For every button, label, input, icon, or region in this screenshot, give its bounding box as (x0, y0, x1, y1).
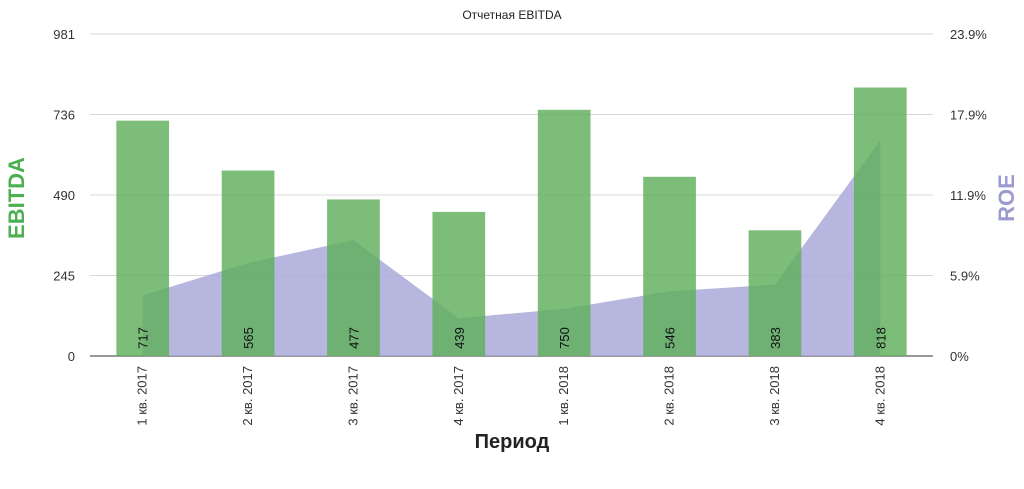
bar (748, 230, 802, 356)
y-tick-label: 0 (68, 349, 75, 364)
x-axis-title: Период (475, 431, 550, 453)
bar (537, 109, 591, 356)
x-tick-label: 3 кв. 2018 (767, 366, 782, 426)
y2-tick-label: 5.9% (950, 269, 980, 284)
data-label: 546 (663, 327, 678, 349)
x-tick-label: 4 кв. 2018 (872, 366, 887, 426)
x-tick-label: 2 кв. 2017 (240, 366, 255, 426)
x-tick-label: 1 кв. 2018 (556, 366, 571, 426)
data-label: 565 (241, 327, 256, 349)
right-axis-ticks: 0% 5.9% 11.9% 17.9% 23.9% (950, 27, 987, 364)
bar (327, 199, 380, 356)
data-label: 717 (136, 327, 151, 349)
y2-tick-label: 17.9% (950, 108, 987, 123)
data-label: 439 (452, 327, 467, 349)
y-axis-title: EBITDA (4, 157, 29, 239)
y-tick-label: 981 (53, 27, 75, 42)
data-label: 477 (346, 327, 361, 349)
bar (432, 211, 486, 356)
x-tick-label: 3 кв. 2017 (345, 366, 360, 426)
bar (853, 87, 907, 356)
data-labels: 717 565 477 439 750 546 383 818 (136, 327, 889, 349)
data-label: 818 (873, 327, 888, 349)
y-tick-label: 490 (53, 188, 75, 203)
x-axis-ticks: 1 кв. 2017 2 кв. 2017 3 кв. 2017 4 кв. 2017… (135, 366, 888, 426)
y2-axis-title: ROE (994, 174, 1019, 222)
y-tick-label: 245 (53, 269, 75, 284)
y-tick-label: 736 (53, 108, 75, 123)
data-label: 750 (557, 327, 572, 349)
x-tick-label: 4 кв. 2017 (451, 366, 466, 426)
left-axis-ticks: 0 245 490 736 981 (53, 27, 75, 364)
chart-title: Отчетная EBITDA (462, 8, 561, 22)
data-label: 383 (768, 327, 783, 349)
bar (116, 120, 170, 356)
x-tick-label: 2 кв. 2018 (662, 366, 677, 426)
y2-tick-label: 11.9% (950, 188, 986, 203)
y2-tick-label: 23.9% (950, 27, 987, 42)
bar (221, 170, 275, 356)
x-tick-label: 1 кв. 2017 (135, 366, 150, 426)
y2-tick-label: 0% (950, 349, 969, 364)
bar (643, 176, 696, 356)
ebitda-bar-series (116, 87, 907, 356)
